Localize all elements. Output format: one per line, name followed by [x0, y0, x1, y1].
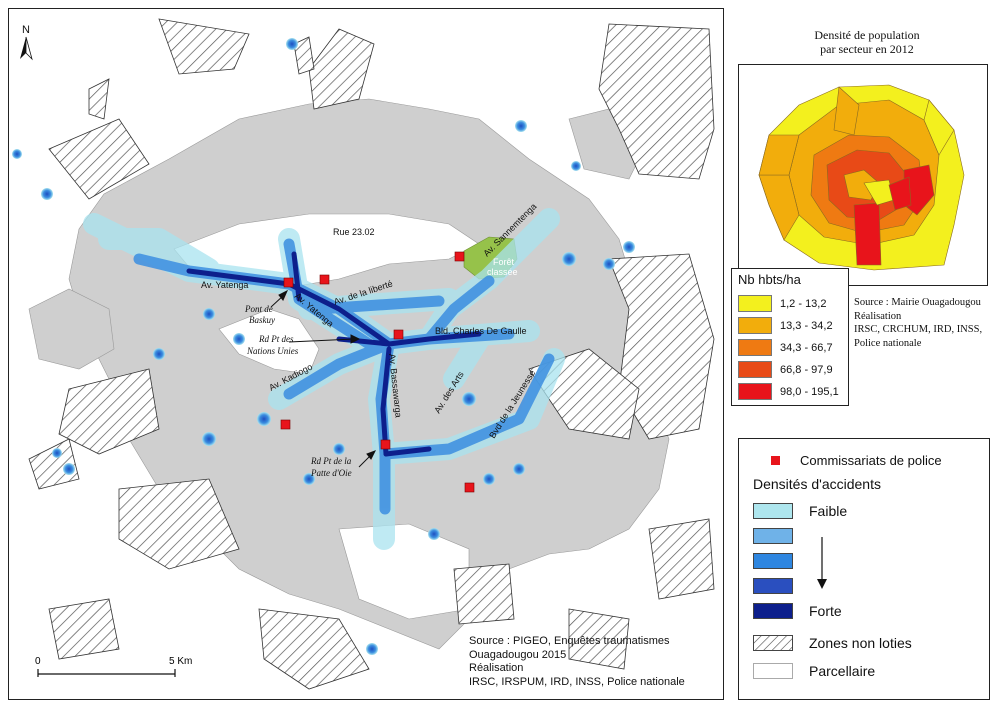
- label-pont-2: Baskuy: [249, 315, 275, 325]
- scale-bar: 0 5 Km: [35, 656, 192, 677]
- main-map: Av. Yatenga Av. Yatenga Av. de la libert…: [12, 18, 715, 690]
- label-foret-1: Forêt: [493, 257, 515, 267]
- legend-accident-class: [753, 526, 809, 546]
- density-class-label: 98,0 - 195,1: [780, 385, 839, 398]
- scale-zero: 0: [35, 656, 41, 667]
- inset-map-frame: [738, 64, 988, 286]
- main-legend: Commissariats de police Densités d'accid…: [738, 438, 990, 700]
- parcellaire-swatch: [753, 663, 793, 679]
- accident-hotspots: [12, 38, 635, 655]
- legend-faible-label: Faible: [809, 503, 848, 519]
- label-bld-cdg: Bld. Charles De Gaulle: [435, 326, 527, 336]
- density-class-row: 98,0 - 195,1: [738, 383, 839, 400]
- density-class-row: 13,3 - 34,2: [738, 317, 833, 334]
- label-patte-2: Patte d'Oie: [310, 468, 352, 478]
- label-foret-2: classée: [487, 267, 518, 277]
- label-rue-2302: Rue 23.02: [333, 227, 375, 237]
- police-station-icon: [771, 456, 780, 465]
- map-source-line: IRSC, IRSPUM, IRD, INSS, Police national…: [469, 675, 685, 688]
- inset-source-line: Source : Mairie Ouagadougou: [854, 297, 981, 308]
- label-patte-1: Rd Pt de la: [310, 456, 352, 466]
- legend-police-row: Commissariats de police: [771, 453, 942, 468]
- label-rdpt-nations-1: Rd Pt des: [258, 334, 294, 344]
- density-class-label: 66,8 - 97,9: [780, 363, 833, 376]
- inset-source: Source : Mairie Ouagadougou Réalisation …: [854, 296, 1000, 350]
- legend-parcellaire-row: Parcellaire: [753, 661, 875, 681]
- density-swatch: [738, 339, 772, 356]
- map-source-line: Ouagadougou 2015: [469, 648, 567, 661]
- accident-swatch-forte: [753, 603, 793, 619]
- density-class-row: 1,2 - 13,2: [738, 295, 826, 312]
- down-arrow-icon: [817, 537, 827, 589]
- inset-title-line1: Densité de population: [814, 28, 920, 42]
- density-class-row: 66,8 - 97,9: [738, 361, 833, 378]
- inset-density-map: [758, 84, 965, 271]
- inset-source-line: Réalisation: [854, 310, 902, 322]
- inset-source-line: Police nationale: [854, 337, 922, 349]
- density-swatch: [738, 295, 772, 312]
- legend-accident-class: Forte: [753, 601, 842, 621]
- legend-zones-label: Zones non loties: [809, 635, 912, 651]
- legend-accidents-title: Densités d'accidents: [753, 476, 881, 492]
- legend-accident-class: [753, 576, 809, 596]
- north-arrow: N: [20, 24, 33, 61]
- legend-accident-class: Faible: [753, 501, 847, 521]
- pointer-arrows: [270, 289, 377, 468]
- label-av-yatenga: Av. Yatenga: [201, 280, 248, 290]
- legend-accident-class: [753, 551, 809, 571]
- inset-title-line2: par secteur en 2012: [820, 42, 914, 56]
- density-legend: Nb hbts/ha 1,2 - 13,2 13,3 - 34,2 34,3 -…: [731, 268, 849, 406]
- map-source: Source : PIGEO, Enquêtes traumatismes Ou…: [469, 635, 719, 689]
- map-source-line: Source : PIGEO, Enquêtes traumatismes: [469, 635, 670, 647]
- density-class-label: 34,3 - 66,7: [780, 341, 833, 354]
- density-class-label: 13,3 - 34,2: [780, 319, 833, 332]
- hatch-swatch-icon: [753, 635, 793, 651]
- accident-swatch-3: [753, 553, 793, 569]
- map-source-line: Réalisation: [469, 662, 524, 674]
- density-class-label: 1,2 - 13,2: [780, 297, 827, 310]
- accident-swatch-4: [753, 578, 793, 594]
- scale-end: 5 Km: [169, 656, 192, 667]
- legend-parcellaire-label: Parcellaire: [809, 663, 876, 679]
- density-swatch: [738, 361, 772, 378]
- north-label: N: [22, 24, 30, 36]
- label-rdpt-nations-2: Nations Unies: [246, 346, 299, 356]
- label-pont-1: Pont de: [244, 304, 273, 314]
- legend-zones-row: Zones non loties: [753, 633, 912, 653]
- main-map-frame: Av. Yatenga Av. Yatenga Av. de la libert…: [8, 8, 724, 700]
- accident-swatch-faible: [753, 503, 793, 519]
- legend-police-label: Commissariats de police: [800, 453, 942, 468]
- density-class-row: 34,3 - 66,7: [738, 339, 833, 356]
- police-stations: [280, 251, 475, 493]
- inset-source-line: IRSC, CRCHUM, IRD, INSS,: [854, 324, 983, 335]
- density-swatch: [738, 383, 772, 400]
- density-legend-title: Nb hbts/ha: [738, 272, 801, 287]
- density-swatch: [738, 317, 772, 334]
- inset-title: Densité de population par secteur en 201…: [736, 28, 998, 56]
- accident-density: [83, 208, 565, 550]
- legend-forte-label: Forte: [809, 603, 842, 619]
- accident-swatch-2: [753, 528, 793, 544]
